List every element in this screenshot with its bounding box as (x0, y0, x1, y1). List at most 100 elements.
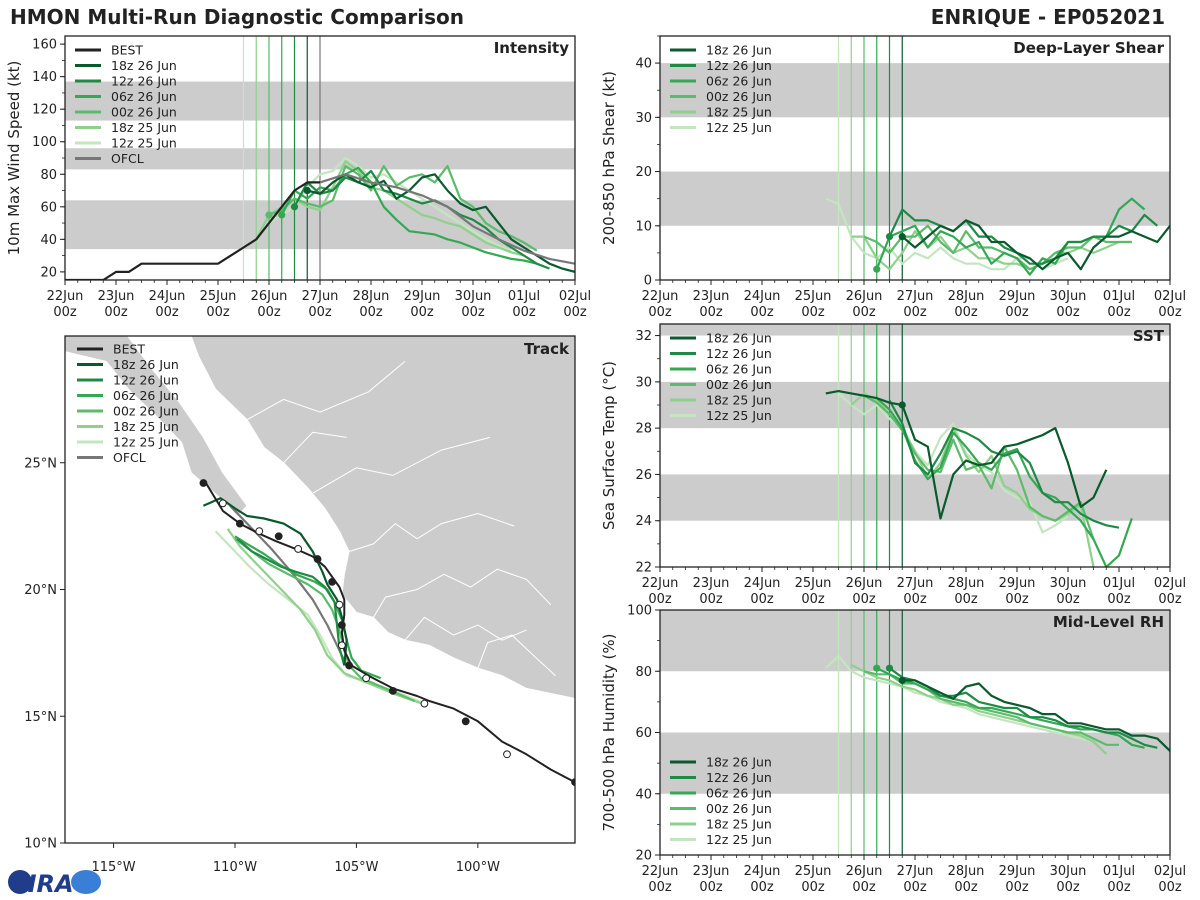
y-tick-label: 40 (40, 233, 57, 248)
shaded-band (660, 171, 1170, 226)
best-track-point (313, 555, 322, 563)
x-tick-hour: 00z (155, 305, 179, 320)
x-tick-date: 29Jun (999, 864, 1036, 879)
x-tick-hour: 00z (801, 592, 825, 607)
panel-rh: 2040608010022Jun00z23Jun00z24Jun00z25Jun… (600, 604, 1186, 896)
legend-label-12z-25-jun: 12z 25 Jun (111, 136, 177, 151)
y-tick-label: 60 (40, 200, 57, 215)
x-tick-date: 26Jun (251, 289, 288, 304)
init-marker-06z-26-jun (873, 265, 881, 273)
lat-tick-label: 15°N (24, 710, 57, 725)
x-tick-hour: 00z (257, 305, 281, 320)
series-00z-26-jun (268, 165, 538, 252)
track-12z-26-jun (236, 537, 346, 666)
x-tick-date: 25Jun (200, 289, 237, 304)
init-marker-00z-26-jun (265, 211, 273, 219)
panel-title: SST (1133, 327, 1165, 345)
series-12z-26-jun (888, 399, 1120, 529)
y-tick-label: 80 (40, 168, 57, 183)
legend-label-12z-26-jun: 12z 26 Jun (111, 74, 177, 89)
x-tick-hour: 00z (648, 592, 672, 607)
track-18z-25-jun (226, 528, 423, 705)
best-track-point (235, 519, 244, 528)
y-tick-label: 26 (635, 468, 652, 483)
x-tick-date: 22Jun (642, 289, 679, 304)
plot-area (660, 324, 1170, 567)
y-tick-label: 0 (644, 274, 652, 289)
x-tick-date: 02Jul (1154, 864, 1186, 879)
x-tick-date: 23Jun (98, 289, 135, 304)
track-00z-26-jun (234, 537, 416, 703)
panel-intensity: 2040608010012014016022Jun00z23Jun00z24Ju… (5, 35, 591, 320)
y-tick-label: 40 (635, 57, 652, 72)
track-best (205, 482, 575, 784)
x-tick-date: 27Jun (897, 576, 934, 591)
y-axis-label: 200-850 hPa Shear (kt) (600, 71, 618, 245)
panel-title: Deep-Layer Shear (1013, 39, 1164, 57)
series-18z-26-jun (825, 390, 1108, 520)
series-18z-26-jun (902, 679, 1170, 752)
init-marker-12z-26-jun (885, 664, 894, 672)
best-track-point (503, 750, 511, 759)
map-area (65, 336, 575, 843)
legend-label-12z-25-jun: 12z 25 Jun (706, 408, 772, 423)
legend-label-18z-25-jun: 18z 25 Jun (706, 105, 772, 120)
init-marker-18z-26-jun (898, 233, 906, 241)
panel-title: Track (524, 340, 570, 358)
x-tick-date: 23Jun (693, 289, 730, 304)
state-border (348, 512, 515, 552)
y-axis-label: Sea Surface Temp (°C) (600, 361, 618, 530)
x-tick-hour: 00z (410, 305, 434, 320)
x-tick-hour: 00z (699, 305, 723, 320)
best-track-point (461, 717, 470, 726)
best-track-point (420, 699, 429, 708)
x-tick-hour: 00z (852, 592, 876, 607)
x-tick-date: 28Jun (353, 289, 390, 304)
legend-label-12z-26-jun: 12z 26 Jun (706, 346, 772, 361)
x-tick-date: 29Jun (999, 289, 1036, 304)
series-00z-26-jun (863, 670, 1119, 746)
y-tick-label: 120 (32, 103, 57, 118)
series-12z-25-jun (242, 156, 512, 252)
x-tick-date: 27Jun (897, 864, 934, 879)
x-tick-hour: 00z (903, 592, 927, 607)
legend-label-18z-25-jun: 18z 25 Jun (706, 817, 772, 832)
legend-label-18z-25-jun: 18z 25 Jun (111, 120, 177, 135)
logo-text: CIRA (10, 870, 74, 898)
x-tick-hour: 00z (699, 880, 723, 895)
plot-area (65, 36, 575, 280)
panels: 2040608010012014016022Jun00z23Jun00z24Ju… (5, 35, 1186, 896)
legend-label-18z-26-jun: 18z 26 Jun (706, 755, 772, 770)
legend-label-12z-26-jun: 12z 26 Jun (113, 373, 179, 388)
legend-label-12z-25-jun: 12z 25 Jun (706, 120, 772, 135)
legend-label-00z-26-jun: 00z 26 Jun (706, 801, 772, 816)
x-tick-hour: 00z (1056, 305, 1080, 320)
x-tick-date: 22Jun (642, 864, 679, 879)
x-tick-hour: 00z (699, 592, 723, 607)
x-tick-date: 22Jun (47, 289, 84, 304)
legend-label-ofcl: OFCL (113, 450, 146, 465)
x-tick-hour: 00z (801, 305, 825, 320)
state-border (246, 361, 406, 421)
series-18z-25-jun (851, 230, 1132, 271)
x-tick-hour: 00z (206, 305, 230, 320)
init-marker-18z-26-jun (898, 676, 906, 685)
best-track-point (388, 687, 397, 695)
series-12z-26-jun (888, 667, 1158, 749)
legend-label-18z-26-jun: 18z 26 Jun (706, 43, 772, 58)
panel-title: Mid-Level RH (1053, 613, 1164, 631)
best-track-point (255, 527, 264, 536)
series-00z-26-jun (863, 224, 1132, 271)
init-marker-12z-26-jun (290, 203, 299, 211)
legend-label-18z-25-jun: 18z 25 Jun (113, 419, 179, 434)
series-18z-25-jun (255, 160, 525, 257)
x-tick-date: 30Jun (1050, 576, 1087, 591)
series-best (65, 181, 320, 280)
lat-tick-label: 20°N (24, 583, 57, 598)
panel-shear: 01020304022Jun00z23Jun00z24Jun00z25Jun00… (600, 35, 1186, 320)
title-right: ENRIQUE - EP052021 (931, 5, 1165, 29)
legend-label-best: BEST (111, 43, 143, 58)
shaded-band (660, 732, 1170, 794)
panel-sst: 22242628303222Jun00z23Jun00z24Jun00z25Ju… (600, 323, 1186, 607)
shaded-band (660, 381, 1170, 429)
